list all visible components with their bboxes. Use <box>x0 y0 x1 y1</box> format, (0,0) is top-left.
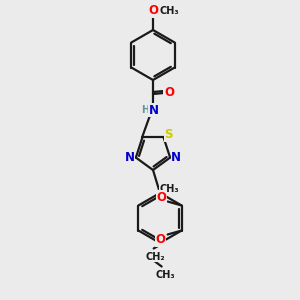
Text: CH₃: CH₃ <box>156 269 176 280</box>
Text: O: O <box>164 85 174 98</box>
Text: O: O <box>157 191 167 204</box>
Text: O: O <box>148 4 158 17</box>
Text: CH₂: CH₂ <box>146 251 166 262</box>
Text: N: N <box>149 103 159 116</box>
Text: H: H <box>141 105 149 115</box>
Text: O: O <box>156 233 166 246</box>
Text: CH₃: CH₃ <box>160 6 180 16</box>
Text: CH₃: CH₃ <box>160 184 179 194</box>
Text: N: N <box>125 151 135 164</box>
Text: N: N <box>171 151 181 164</box>
Text: S: S <box>164 128 173 141</box>
